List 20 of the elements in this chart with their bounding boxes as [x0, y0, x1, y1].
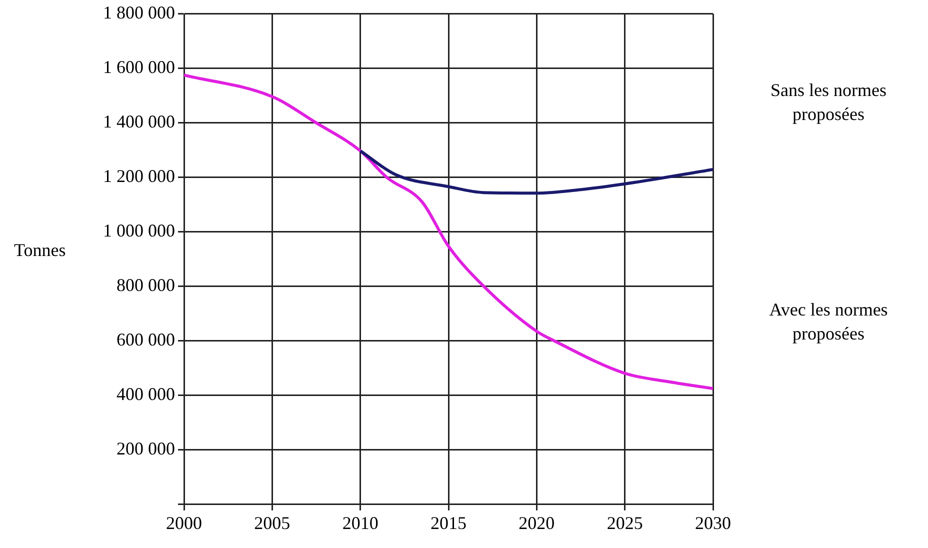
text: Sans les normes proposées	[770, 80, 886, 124]
x-tick-label: 2020	[518, 512, 555, 533]
y-tick-label: 1 200 000	[103, 166, 175, 186]
x-tick-label: 2000	[166, 512, 202, 533]
y-tick-label: 200 000	[116, 438, 175, 459]
y-tick-label: 1 400 000	[103, 112, 175, 132]
line-series	[358, 149, 713, 195]
y-tick-label: 1 600 000	[103, 57, 175, 78]
y-tick-label: 1 000 000	[103, 220, 175, 241]
text: Avec les normes proposées	[769, 299, 888, 344]
x-tick-label: 2025	[606, 512, 643, 533]
x-tick-label: 2015	[430, 512, 466, 533]
y-tick-label: 600 000	[116, 330, 175, 350]
x-tick-label: 2005	[254, 512, 290, 533]
y-axis-title: Tonnes	[14, 240, 66, 260]
x-tick-label: 2010	[342, 512, 378, 533]
y-tick-label: 800 000	[116, 275, 175, 296]
x-tick-label: 2030	[695, 512, 731, 533]
y-tick-label: 400 000	[116, 384, 175, 404]
y-tick-label: 1 800 000	[103, 2, 175, 23]
